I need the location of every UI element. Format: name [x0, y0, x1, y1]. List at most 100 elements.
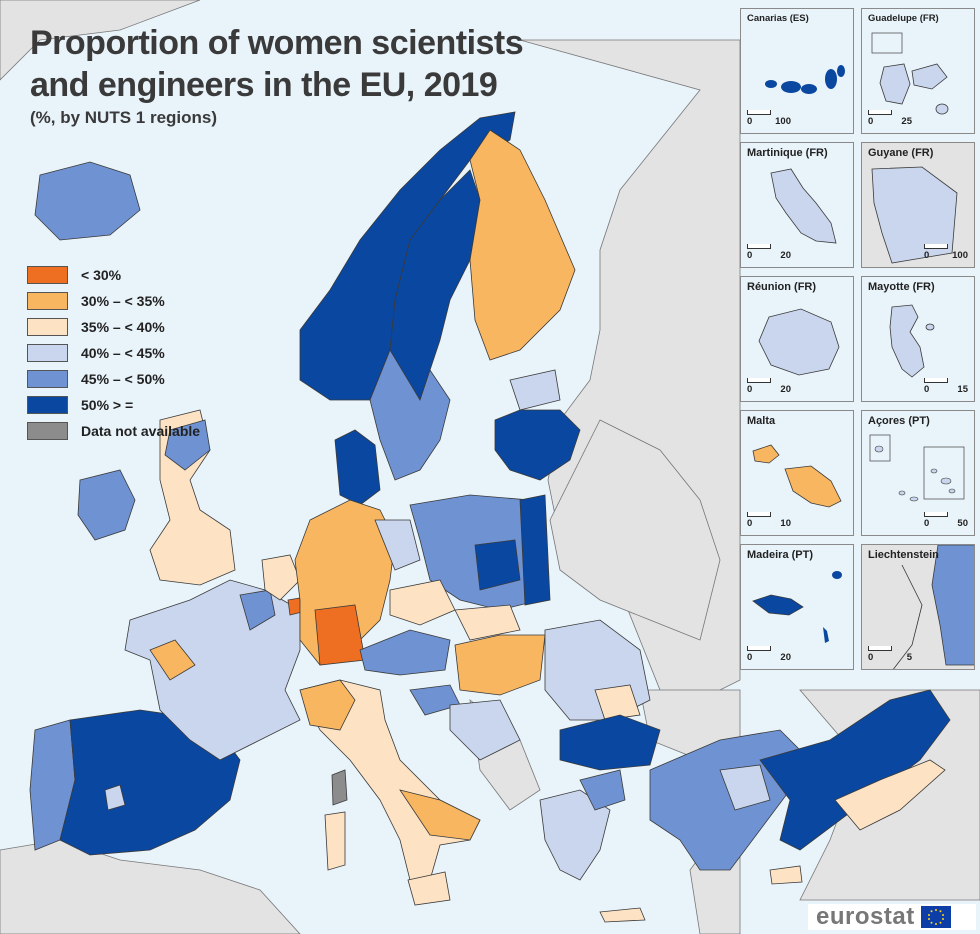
- legend-item-35-40: 35% – < 40%: [27, 314, 200, 340]
- scale-start: 0: [868, 116, 874, 127]
- inset-shape: [758, 308, 840, 376]
- scale-end: 10: [780, 518, 791, 529]
- region-iceland: [34, 161, 141, 241]
- scalebar: 0 100: [924, 244, 968, 261]
- inset-shape: [869, 434, 965, 502]
- scalebar: 0 5: [868, 646, 912, 663]
- greenland-edge: [0, 0, 201, 81]
- scale-labels: 0 100: [924, 250, 968, 261]
- region-benelux: [261, 554, 301, 601]
- inset-title: Guadelupe (FR): [868, 13, 939, 24]
- inset-title: Réunion (FR): [747, 281, 817, 293]
- scale-labels: 0 20: [747, 652, 791, 663]
- inset-shape: [862, 143, 974, 267]
- legend-label: < 30%: [81, 267, 122, 283]
- scale-labels: 0 25: [868, 116, 912, 127]
- region-greece: [539, 789, 611, 881]
- map-title: Proportion of women scientists and engin…: [30, 22, 524, 106]
- inset-title: Liechtenstein: [868, 549, 939, 561]
- region-estonia: [509, 369, 561, 411]
- eurostat-logo: eurostat: [808, 903, 976, 930]
- scale-start: 0: [747, 384, 753, 395]
- scale-labels: 0 15: [924, 384, 968, 395]
- region-slovakia: [454, 604, 521, 641]
- scale-start: 0: [747, 518, 753, 529]
- region-poland-central: [474, 539, 521, 591]
- scale-end: 20: [780, 250, 791, 261]
- scale-end: 100: [952, 250, 968, 261]
- scalebar: 0 20: [747, 646, 791, 663]
- inset-title: Malta: [747, 415, 776, 427]
- scale-start: 0: [924, 384, 930, 395]
- region-poland-east: [519, 494, 551, 606]
- inset-acores: Açores (PT) 0 50: [861, 410, 975, 536]
- inset-madeira: Madeira (PT) 0 20: [740, 544, 854, 670]
- inset-mayotte: Mayotte (FR) 0 15: [861, 276, 975, 402]
- scale-line: [747, 512, 771, 517]
- inset-title-overlay: Guyane (FR): [868, 147, 934, 159]
- inset-shape: [871, 32, 949, 115]
- region-ireland: [77, 469, 136, 541]
- inset-canarias: Canarias (ES) 0 100: [740, 8, 854, 134]
- inset-guadelupe: Guadelupe (FR) 0 25: [861, 8, 975, 134]
- scale-line: [747, 110, 771, 115]
- scale-end: 15: [957, 384, 968, 395]
- inset-martinique: Martinique (FR) 0 20: [740, 142, 854, 268]
- legend-item-lt30: < 30%: [27, 262, 200, 288]
- inset-guyane: Guyane (FR) Guyane (FR) 0 100: [861, 142, 975, 268]
- legend-swatch: [27, 266, 68, 284]
- logo-text: eurostat: [816, 903, 915, 930]
- inset-shape: [770, 168, 837, 244]
- scale-start: 0: [747, 116, 753, 127]
- scale-start: 0: [924, 250, 930, 261]
- legend-label: 50% > =: [81, 397, 134, 413]
- scale-end: 50: [957, 518, 968, 529]
- scale-labels: 0 50: [924, 518, 968, 529]
- scale-end: 20: [780, 652, 791, 663]
- legend-item-45-50: 45% – < 50%: [27, 366, 200, 392]
- title-line-2: and engineers in the EU, 2019: [30, 66, 498, 104]
- region-finland: [469, 129, 576, 361]
- scalebar: 0 100: [747, 110, 791, 127]
- scalebar: 0 25: [868, 110, 912, 127]
- legend-swatch: [27, 422, 68, 440]
- scale-end: 25: [901, 116, 912, 127]
- region-crete: [599, 907, 646, 923]
- region-italy-northwest: [299, 679, 356, 731]
- scale-line: [924, 378, 948, 383]
- scale-line: [924, 244, 948, 249]
- inset-malta: Malta 0 10: [740, 410, 854, 536]
- region-sicily: [407, 871, 451, 906]
- scale-start: 0: [747, 250, 753, 261]
- region-east-west: [649, 729, 801, 871]
- legend-label: 45% – < 50%: [81, 371, 165, 387]
- region-bulgaria: [559, 714, 661, 771]
- inset-liechtenstein: Liechtenstein 0 5: [861, 544, 975, 670]
- scale-labels: 0 10: [747, 518, 791, 529]
- scale-line: [868, 646, 892, 651]
- scale-labels: 0 100: [747, 116, 791, 127]
- scale-start: 0: [868, 652, 874, 663]
- scalebar: 0 20: [747, 244, 791, 261]
- scale-start: 0: [924, 518, 930, 529]
- legend-swatch: [27, 370, 68, 388]
- scale-line: [747, 378, 771, 383]
- region-latvia-lithuania: [494, 409, 581, 481]
- region-madrid: [104, 784, 126, 811]
- scale-end: 20: [780, 384, 791, 395]
- scale-line: [868, 110, 892, 115]
- legend-swatch: [27, 318, 68, 336]
- legend-swatch: [27, 396, 68, 414]
- region-romania-south: [594, 684, 641, 721]
- inset-title: Madeira (PT): [747, 549, 814, 561]
- scale-line: [747, 646, 771, 651]
- legend-item-na: Data not available: [27, 418, 200, 444]
- region-austria: [359, 629, 451, 676]
- region-sardinia: [324, 811, 346, 871]
- legend-item-40-45: 40% – < 45%: [27, 340, 200, 366]
- legend-label: 40% – < 45%: [81, 345, 165, 361]
- scalebar: 0 15: [924, 378, 968, 395]
- inset-reunion: Réunion (FR) 0 20: [740, 276, 854, 402]
- inset-shape: [752, 571, 842, 643]
